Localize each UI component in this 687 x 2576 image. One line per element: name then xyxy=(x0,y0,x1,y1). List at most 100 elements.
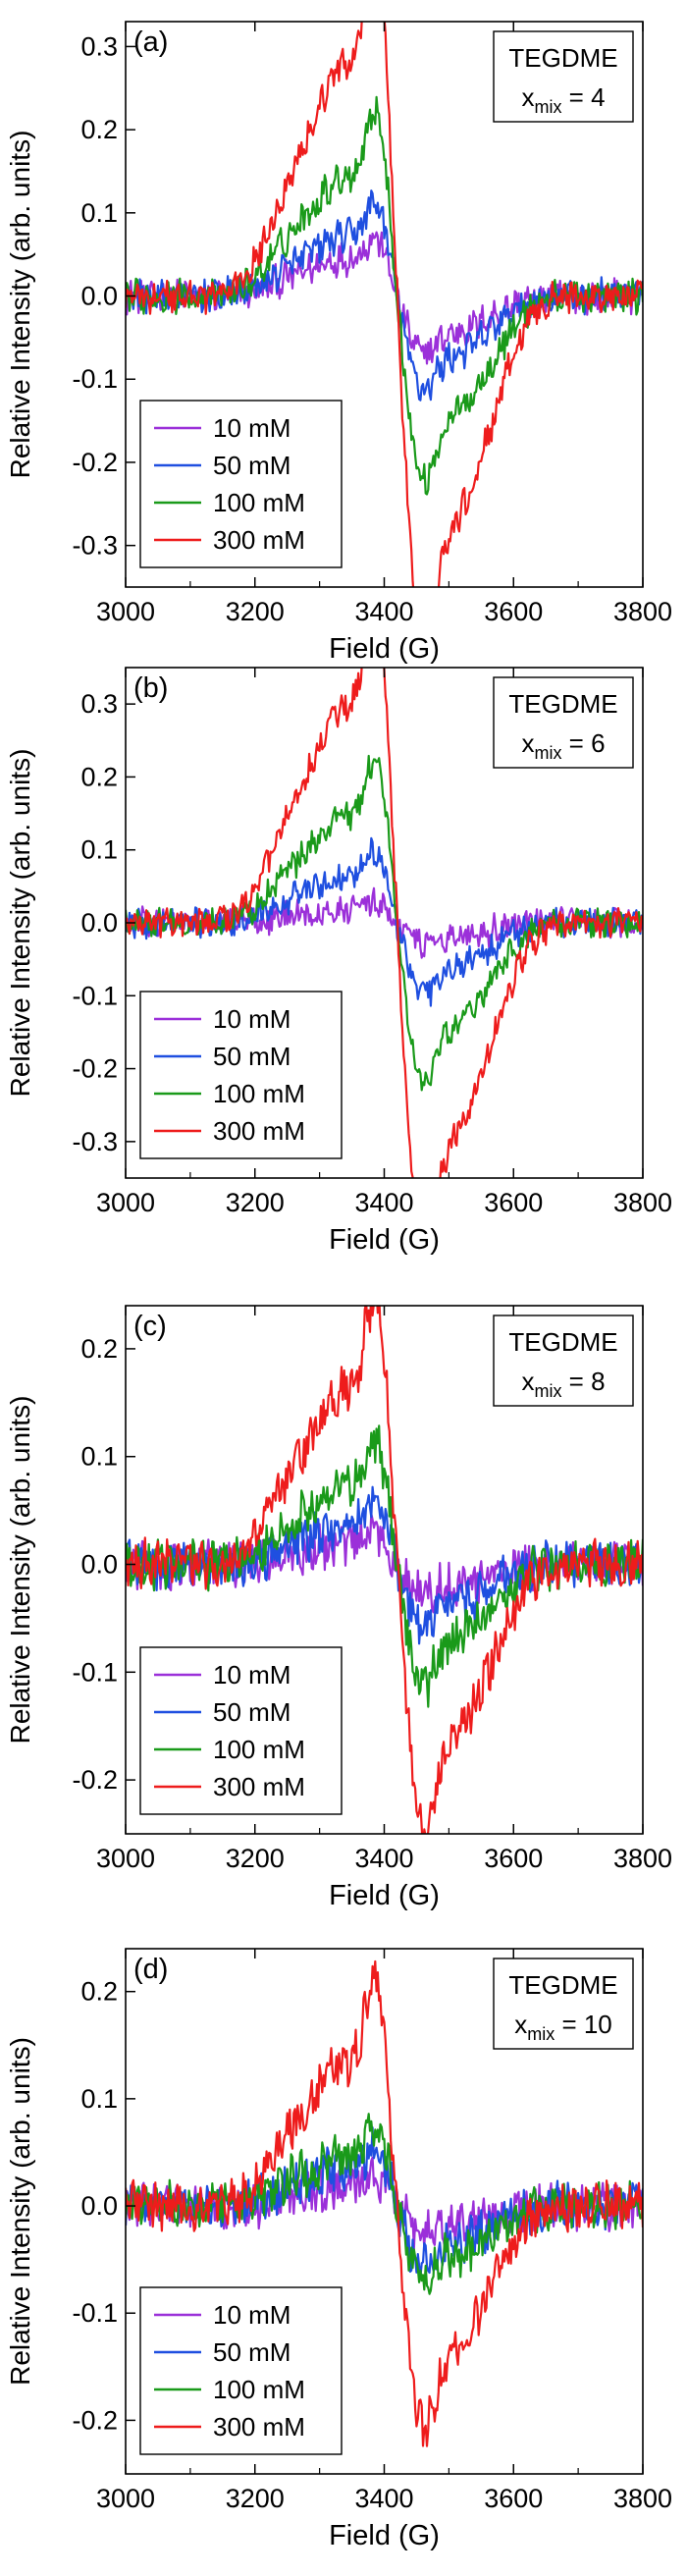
x-tick-label: 3000 xyxy=(96,1844,155,1873)
legend: 10 mM 50 mM 100 mM 300 mM xyxy=(139,400,343,568)
y-tick-label: 0.3 xyxy=(80,31,118,61)
legend-label: 50 mM xyxy=(213,2337,291,2367)
series-line-300-mm xyxy=(126,22,643,587)
panel-letter: (a) xyxy=(133,27,168,58)
info-box xyxy=(493,1958,634,2050)
legend-label: 300 mM xyxy=(213,525,305,555)
chart-panel-c: 3000 3200 3400 3600 3800 -0.2 -0.1 0.0 0.1 0.2 Fie… xyxy=(5,1305,672,1911)
legend-label: 50 mM xyxy=(213,451,291,480)
panel-letter: (d) xyxy=(133,1954,168,1985)
info-box-var: x xyxy=(521,82,534,112)
info-box-title: TEGDME xyxy=(508,43,617,73)
y-tick-label: 0.1 xyxy=(80,1442,118,1472)
y-tick-label: -0.3 xyxy=(72,531,118,561)
x-tick-label: 3000 xyxy=(96,597,155,626)
legend-label: 100 mM xyxy=(213,1079,305,1108)
legend-label: 50 mM xyxy=(213,1042,291,1071)
info-box-value: = 6 xyxy=(561,728,605,758)
legend: 10 mM 50 mM 100 mM 300 mM xyxy=(139,2286,343,2455)
chart-panel-a: 3000 3200 3400 3600 3800 -0.3 -0.2 -0.1 0.0 0.1 0.… xyxy=(5,21,672,665)
legend-label: 100 mM xyxy=(213,488,305,517)
y-tick-label: -0.2 xyxy=(72,1765,118,1795)
legend-label: 50 mM xyxy=(213,1697,291,1727)
panel-letter: (c) xyxy=(133,1311,167,1342)
info-box-value: = 8 xyxy=(561,1367,605,1396)
info-box-value: = 10 xyxy=(555,2010,612,2039)
x-tick-label: 3400 xyxy=(354,597,413,626)
y-tick-label: 0.0 xyxy=(80,282,118,311)
x-tick-label: 3800 xyxy=(613,1188,672,1217)
y-tick-label: -0.1 xyxy=(72,2298,118,2328)
y-axis-label: Relative Intensity (arb. units) xyxy=(5,1396,35,1744)
legend-label: 100 mM xyxy=(213,2375,305,2404)
legend-label: 10 mM xyxy=(213,2300,291,2330)
y-tick-label: -0.1 xyxy=(72,981,118,1010)
legend-label: 10 mM xyxy=(213,1660,291,1690)
x-tick-label: 3600 xyxy=(484,2484,543,2513)
info-box-sub: mix xyxy=(534,1381,561,1401)
legend-label: 10 mM xyxy=(213,1004,291,1034)
y-tick-label: 0.0 xyxy=(80,908,118,938)
y-tick-label: -0.2 xyxy=(72,2405,118,2435)
info-box xyxy=(493,676,634,769)
info-box-title: TEGDME xyxy=(508,689,617,719)
y-axis-label: Relative Intensity (arb. units) xyxy=(5,131,35,479)
legend-label: 10 mM xyxy=(213,413,291,443)
x-tick-label: 3200 xyxy=(226,597,285,626)
x-tick-label: 3200 xyxy=(226,1188,285,1217)
legend-label: 300 mM xyxy=(213,2412,305,2442)
info-box-var: x xyxy=(521,1367,534,1396)
info-box xyxy=(493,1315,634,1407)
y-tick-label: -0.2 xyxy=(72,448,118,477)
x-tick-label: 3600 xyxy=(484,597,543,626)
plot-area xyxy=(126,1959,643,2447)
chart-panel-b: 3000 3200 3400 3600 3800 -0.3 -0.2 -0.1 0.0 0.1 0.… xyxy=(5,667,672,1256)
legend-label: 100 mM xyxy=(213,1735,305,1764)
legend-label: 300 mM xyxy=(213,1116,305,1146)
info-box-var: x xyxy=(514,2010,527,2039)
y-tick-label: 0.2 xyxy=(80,762,118,791)
y-tick-label: 0.1 xyxy=(80,198,118,228)
y-axis-label: Relative Intensity (arb. units) xyxy=(5,749,35,1098)
y-tick-label: 0.3 xyxy=(80,689,118,719)
info-box-title: TEGDME xyxy=(508,1327,617,1357)
x-tick-label: 3000 xyxy=(96,2484,155,2513)
x-tick-label: 3400 xyxy=(354,1188,413,1217)
y-tick-label: -0.1 xyxy=(72,364,118,394)
series-line-300-mm xyxy=(126,1959,643,2447)
x-tick-label: 3400 xyxy=(354,2484,413,2513)
y-tick-label: -0.1 xyxy=(72,1657,118,1687)
x-axis-label: Field (G) xyxy=(329,1224,440,1256)
plot-area xyxy=(126,1306,643,1834)
series-line-100-mm xyxy=(126,2113,643,2295)
y-tick-label: 0.0 xyxy=(80,2191,118,2221)
info-box-variable: xmix = 4 xyxy=(521,82,605,117)
x-axis-label: Field (G) xyxy=(329,1880,440,1911)
x-tick-label: 3200 xyxy=(226,1844,285,1873)
x-tick-label: 3800 xyxy=(613,1844,672,1873)
y-tick-label: 0.1 xyxy=(80,835,118,865)
panel-letter: (b) xyxy=(133,672,168,704)
x-axis-label: Field (G) xyxy=(329,633,440,665)
plot-area xyxy=(126,22,643,587)
y-tick-label: 0.2 xyxy=(80,115,118,144)
info-box-variable: xmix = 8 xyxy=(521,1367,605,1401)
info-box-value: = 4 xyxy=(561,82,605,112)
x-tick-label: 3000 xyxy=(96,1188,155,1217)
info-box-sub: mix xyxy=(527,2024,555,2044)
x-tick-label: 3600 xyxy=(484,1188,543,1217)
info-box-var: x xyxy=(521,728,534,758)
info-box-variable: xmix = 6 xyxy=(521,728,605,763)
y-tick-label: 0.2 xyxy=(80,1334,118,1364)
legend-label: 300 mM xyxy=(213,1772,305,1801)
x-tick-label: 3800 xyxy=(613,597,672,626)
info-box-sub: mix xyxy=(534,743,561,763)
info-box-sub: mix xyxy=(534,97,561,117)
x-tick-label: 3800 xyxy=(613,2484,672,2513)
series-line-100-mm xyxy=(126,754,643,1092)
y-tick-label: -0.2 xyxy=(72,1054,118,1084)
x-tick-label: 3200 xyxy=(226,2484,285,2513)
x-axis-label: Field (G) xyxy=(329,2520,440,2551)
y-tick-label: 0.1 xyxy=(80,2084,118,2114)
